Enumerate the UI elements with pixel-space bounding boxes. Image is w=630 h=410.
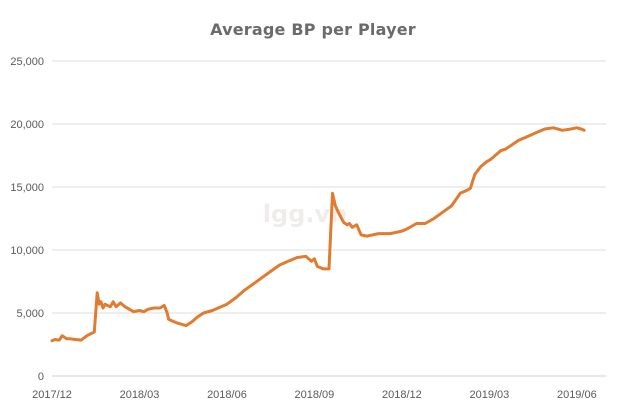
y-tick-label: 25,000: [10, 56, 44, 68]
y-tick-label: 20,000: [10, 119, 44, 131]
x-tick-label: 2017/12: [32, 389, 72, 401]
y-tick-label: 10,000: [10, 245, 44, 257]
chart-title: Average BP per Player: [210, 20, 416, 39]
series-line: [50, 126, 586, 343]
y-tick-label: 5,000: [16, 308, 44, 320]
x-tick-label: 2018/03: [120, 389, 160, 401]
y-tick-label: 0: [38, 371, 44, 383]
y-tick-label: 15,000: [10, 182, 44, 194]
x-tick-label: 2019/06: [557, 389, 597, 401]
series-group: [50, 126, 586, 343]
x-tick-label: 2018/09: [295, 389, 335, 401]
y-axis-ticks: 0 5,000 10,000 15,000 20,000 25,000: [10, 56, 44, 383]
x-tick-label: 2018/06: [207, 389, 247, 401]
x-axis-ticks: 2017/12 2018/03 2018/06 2018/09 2018/12 2019/…: [32, 389, 597, 401]
x-tick-label: 2018/12: [382, 389, 422, 401]
x-tick-label: 2019/03: [469, 389, 509, 401]
